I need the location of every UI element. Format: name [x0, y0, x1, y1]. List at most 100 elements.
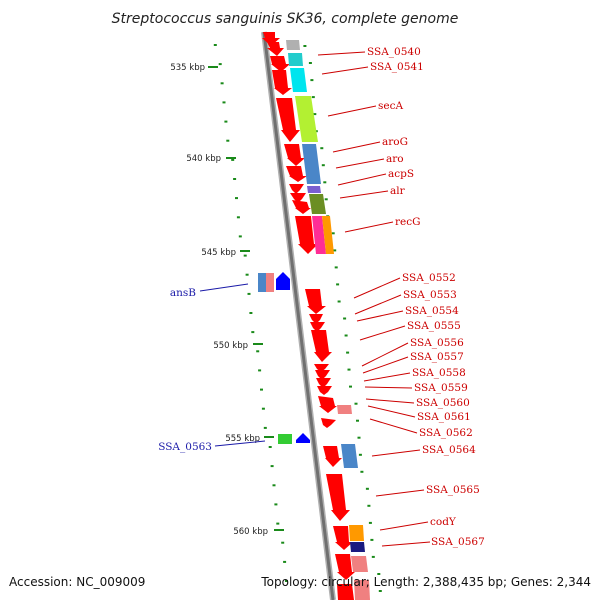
leader-line: [362, 356, 409, 374]
gene-arrow: [286, 166, 307, 182]
gene-arrow: [305, 289, 326, 314]
leader-line: [361, 342, 409, 367]
track-dot: [343, 317, 347, 320]
track-dot: [333, 249, 337, 252]
leader-line: [327, 105, 377, 117]
gene-label: SSA_0560: [416, 397, 470, 409]
gene-arrow-ansb: [276, 272, 290, 290]
gene-label: SSA_0540: [367, 46, 421, 58]
leader-line: [359, 325, 406, 341]
gene-arrow: [318, 396, 337, 413]
kbp-label-540: 540 kbp: [186, 154, 221, 164]
gene-label: SSA_0561: [417, 411, 471, 423]
gene-arrow: [272, 70, 292, 95]
gene-arrow: [290, 193, 306, 203]
track-dot: [263, 426, 267, 429]
cog-box: [295, 96, 318, 142]
track-dot: [365, 487, 369, 490]
track-dot: [270, 465, 274, 468]
gene-label: SSA_0559: [414, 382, 468, 394]
track-dot: [367, 504, 371, 507]
cog-box: [290, 68, 307, 92]
leader-line: [354, 294, 402, 315]
track-dot: [276, 522, 280, 525]
leader-line: [353, 277, 401, 299]
cog-box: [278, 434, 292, 444]
track-dot: [258, 369, 262, 372]
track-dot: [358, 453, 362, 456]
cog-box: [288, 53, 303, 66]
cog-box: [266, 273, 274, 292]
track-dot: [281, 541, 285, 544]
track-dot: [303, 45, 307, 47]
leader-line: [321, 66, 369, 75]
leader-line: [375, 489, 425, 497]
leader-line: [199, 283, 249, 292]
track-dot: [231, 158, 235, 161]
track-dot: [354, 402, 358, 405]
gene-arrow: [316, 378, 331, 388]
track-dot: [260, 388, 263, 391]
track-dot: [245, 273, 249, 276]
track-dot: [349, 385, 352, 388]
kbp-label-545: 545 kbp: [201, 248, 236, 258]
leader-line: [214, 440, 266, 447]
gene-arrow: [315, 370, 330, 380]
gene-arrow: [292, 200, 311, 214]
track-dot: [310, 79, 314, 82]
cog-box: [350, 542, 365, 552]
gene-arrow: [309, 314, 323, 324]
gene-arrow: [326, 474, 350, 521]
gene-label: aro: [386, 153, 404, 165]
leader-line: [317, 51, 366, 56]
track-dot: [323, 181, 327, 184]
track-dot: [368, 521, 372, 524]
gene-label: secA: [378, 100, 403, 112]
track-dot: [334, 266, 338, 269]
leader-line: [367, 405, 416, 418]
reverse-strand-genes: [258, 272, 310, 444]
track-dot: [371, 555, 375, 558]
gene-arrow: [311, 330, 332, 362]
cog-box: [341, 444, 358, 468]
label-leader-lines: [199, 51, 431, 547]
leader-line: [379, 521, 429, 531]
leader-line: [369, 418, 418, 434]
map-title: Streptococcus sanguinis SK36, complete g…: [112, 11, 459, 27]
gene-arrow: [262, 32, 280, 46]
cog-color-boxes: [286, 40, 370, 600]
track-dot: [357, 436, 361, 439]
gene-arrow: [323, 446, 342, 467]
track-dot: [220, 82, 224, 85]
track-dot: [285, 580, 288, 582]
gene-arrow: [267, 42, 284, 56]
track-dot: [274, 503, 278, 506]
gene-arrow-ssa-0563: [296, 433, 310, 443]
leader-line: [381, 541, 431, 547]
track-dot: [236, 216, 240, 219]
track-dot: [331, 232, 335, 235]
track-dot: [256, 350, 260, 353]
leader-line: [364, 386, 413, 389]
track-dot: [268, 446, 272, 448]
leader-line: [339, 190, 389, 199]
leader-line: [365, 398, 415, 404]
track-dot: [344, 334, 348, 337]
track-dot: [235, 197, 238, 200]
cog-box: [349, 525, 364, 541]
track-dot: [251, 331, 255, 334]
gene-label: SSA_0564: [422, 444, 476, 456]
gene-labels-blue: ansB SSA_0563: [158, 287, 212, 453]
gene-label: SSA_0554: [405, 305, 459, 317]
track-dot: [378, 590, 382, 592]
track-dot: [224, 120, 228, 123]
gene-arrow: [335, 554, 355, 580]
gene-arrow: [337, 584, 354, 600]
kbp-label-555: 555 kbp: [225, 434, 260, 444]
gene-label-ansb: ansB: [170, 287, 196, 299]
gene-label: SSA_0558: [412, 367, 466, 379]
kbp-label-550: 550 kbp: [213, 341, 248, 351]
gene-label: SSA_0556: [410, 337, 464, 349]
gene-arrow: [284, 144, 305, 166]
track-dot: [321, 164, 325, 167]
